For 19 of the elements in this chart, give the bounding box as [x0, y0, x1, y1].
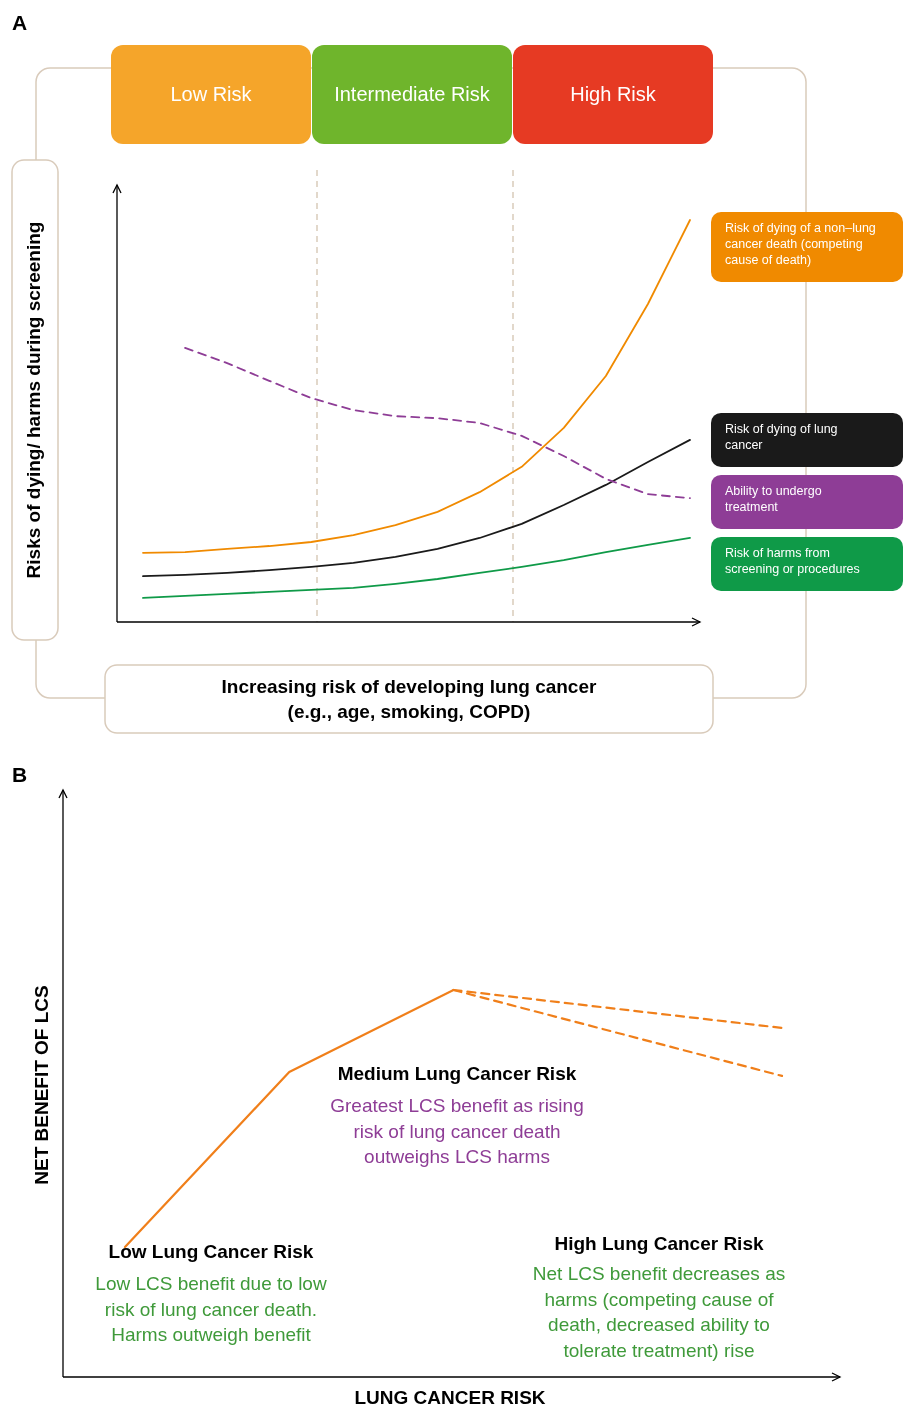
- chart-title: B: [12, 763, 28, 786]
- text: Low Risk: [170, 83, 253, 105]
- x-axis-title: Increasing risk of developing lung cancer (e.g., age, smoking, COPD): [221, 676, 598, 722]
- annotation: Medium Lung Cancer Risk: [337, 1063, 577, 1084]
- text: Risk of dying of a non–lung cancer death (competing cause of death): [725, 221, 876, 267]
- text: Intermediate Risk: [334, 83, 491, 105]
- annotation: Low LCS benefit due to low risk of lung cancer death. Harms outweigh benefit: [95, 1273, 327, 1345]
- annotation: Greatest LCS benefit as rising risk of lung cancer death outweighs LCS harms: [330, 1095, 584, 1167]
- x-axis-title: LUNG CANCER RISK: [354, 1387, 546, 1406]
- text: High Risk: [570, 83, 657, 105]
- annotation: High Lung Cancer Risk: [554, 1233, 764, 1254]
- text: Ability to undergo treatment: [725, 483, 822, 514]
- y-axis-title: NET BENEFIT OF LCS: [31, 985, 53, 1185]
- annotation: Net LCS benefit decreases as harms (competing cause of death, decreased ability to tolerate treatment) rise: [532, 1263, 786, 1361]
- text: Risk of harms from screening or procedures: [725, 545, 860, 576]
- chart-title: A: [12, 11, 28, 34]
- y-axis-title: Risks of dying/ harms during screening: [23, 221, 45, 579]
- text: Risk of dying of lung cancer: [725, 421, 838, 452]
- annotation: Low Lung Cancer Risk: [108, 1241, 314, 1262]
